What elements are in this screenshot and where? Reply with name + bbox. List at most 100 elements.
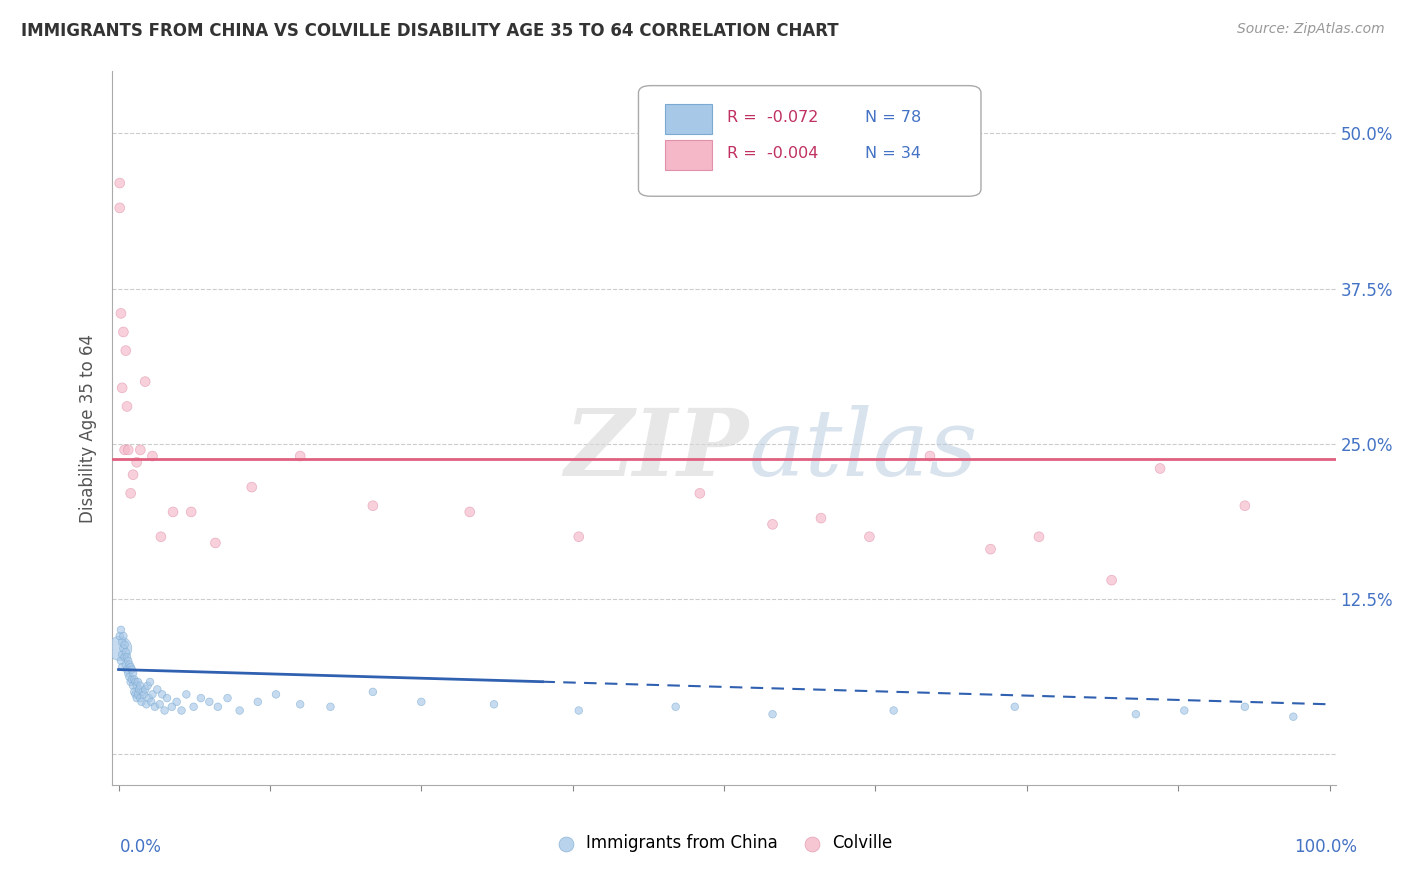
Point xyxy=(160,699,183,714)
Point xyxy=(122,666,145,681)
Point xyxy=(264,687,287,701)
Text: ZIP: ZIP xyxy=(564,405,748,494)
Point xyxy=(122,679,145,693)
Point xyxy=(108,629,131,643)
Point xyxy=(118,670,141,684)
Point xyxy=(319,699,342,714)
Point xyxy=(136,679,159,693)
Point xyxy=(108,176,131,190)
Point xyxy=(761,707,783,722)
Point xyxy=(115,650,138,665)
Point xyxy=(129,679,152,693)
Point xyxy=(111,660,134,674)
Point xyxy=(128,682,150,697)
Point xyxy=(127,687,149,701)
Point xyxy=(124,673,146,687)
Point xyxy=(124,685,146,699)
Point xyxy=(246,695,269,709)
Point xyxy=(124,687,146,701)
Point xyxy=(121,663,143,677)
Y-axis label: Disability Age 35 to 64: Disability Age 35 to 64 xyxy=(79,334,97,523)
Point xyxy=(1149,461,1171,475)
Point xyxy=(114,645,136,659)
Point xyxy=(361,685,384,699)
Point xyxy=(114,343,136,358)
Text: R =  -0.072: R = -0.072 xyxy=(727,111,818,125)
Point xyxy=(810,511,832,525)
Point xyxy=(1233,499,1256,513)
FancyBboxPatch shape xyxy=(665,140,711,169)
Point xyxy=(1233,699,1256,714)
Point xyxy=(134,375,156,389)
Point xyxy=(117,666,139,681)
Text: N = 78: N = 78 xyxy=(865,111,921,125)
Point xyxy=(883,704,905,718)
Legend: Immigrants from China, Colville: Immigrants from China, Colville xyxy=(548,828,900,859)
Point xyxy=(190,691,212,706)
Point xyxy=(122,467,145,482)
Point xyxy=(117,654,139,668)
Point xyxy=(361,499,384,513)
Point xyxy=(1101,573,1123,587)
Point xyxy=(132,685,155,699)
Point xyxy=(108,201,131,215)
Point xyxy=(149,698,172,712)
Point xyxy=(170,704,193,718)
Point xyxy=(124,675,146,690)
Point xyxy=(135,698,157,712)
Point xyxy=(918,449,941,463)
Point xyxy=(568,530,591,544)
Point xyxy=(120,486,142,500)
Point xyxy=(858,530,880,544)
Point xyxy=(290,449,312,463)
Point xyxy=(141,687,163,701)
Point xyxy=(980,542,1002,557)
Point xyxy=(125,691,148,706)
Point xyxy=(111,648,134,662)
Point xyxy=(166,695,188,709)
Point xyxy=(176,687,198,701)
Text: Source: ZipAtlas.com: Source: ZipAtlas.com xyxy=(1237,22,1385,37)
Point xyxy=(127,675,149,690)
Point xyxy=(114,650,136,665)
Point xyxy=(111,381,134,395)
Point xyxy=(149,530,172,544)
Point xyxy=(665,699,688,714)
Point xyxy=(139,675,162,690)
Text: R =  -0.004: R = -0.004 xyxy=(727,146,818,161)
Text: N = 34: N = 34 xyxy=(865,146,921,161)
Point xyxy=(141,695,163,709)
Point xyxy=(150,687,173,701)
Point xyxy=(183,699,205,714)
Point xyxy=(180,505,202,519)
Text: 0.0%: 0.0% xyxy=(120,838,162,856)
Text: atlas: atlas xyxy=(748,405,979,494)
Point xyxy=(1282,709,1305,723)
Point xyxy=(108,641,131,656)
FancyBboxPatch shape xyxy=(665,104,711,134)
Point xyxy=(110,306,132,320)
Point xyxy=(228,704,250,718)
Point xyxy=(114,638,136,652)
Point xyxy=(153,704,176,718)
Point xyxy=(1125,707,1147,722)
Point xyxy=(1004,699,1026,714)
Point xyxy=(110,654,132,668)
Point xyxy=(482,698,505,712)
Text: IMMIGRANTS FROM CHINA VS COLVILLE DISABILITY AGE 35 TO 64 CORRELATION CHART: IMMIGRANTS FROM CHINA VS COLVILLE DISABI… xyxy=(21,22,839,40)
Point xyxy=(156,691,179,706)
Point xyxy=(143,699,166,714)
Point xyxy=(115,400,138,414)
Point xyxy=(125,455,148,469)
Point xyxy=(118,657,141,672)
Point xyxy=(290,698,312,712)
Point xyxy=(129,442,152,457)
Point xyxy=(146,682,169,697)
Point xyxy=(131,695,153,709)
Point xyxy=(111,635,134,649)
Point xyxy=(689,486,711,500)
FancyBboxPatch shape xyxy=(638,86,981,196)
Point xyxy=(134,682,156,697)
Point xyxy=(198,695,221,709)
Point xyxy=(120,660,142,674)
